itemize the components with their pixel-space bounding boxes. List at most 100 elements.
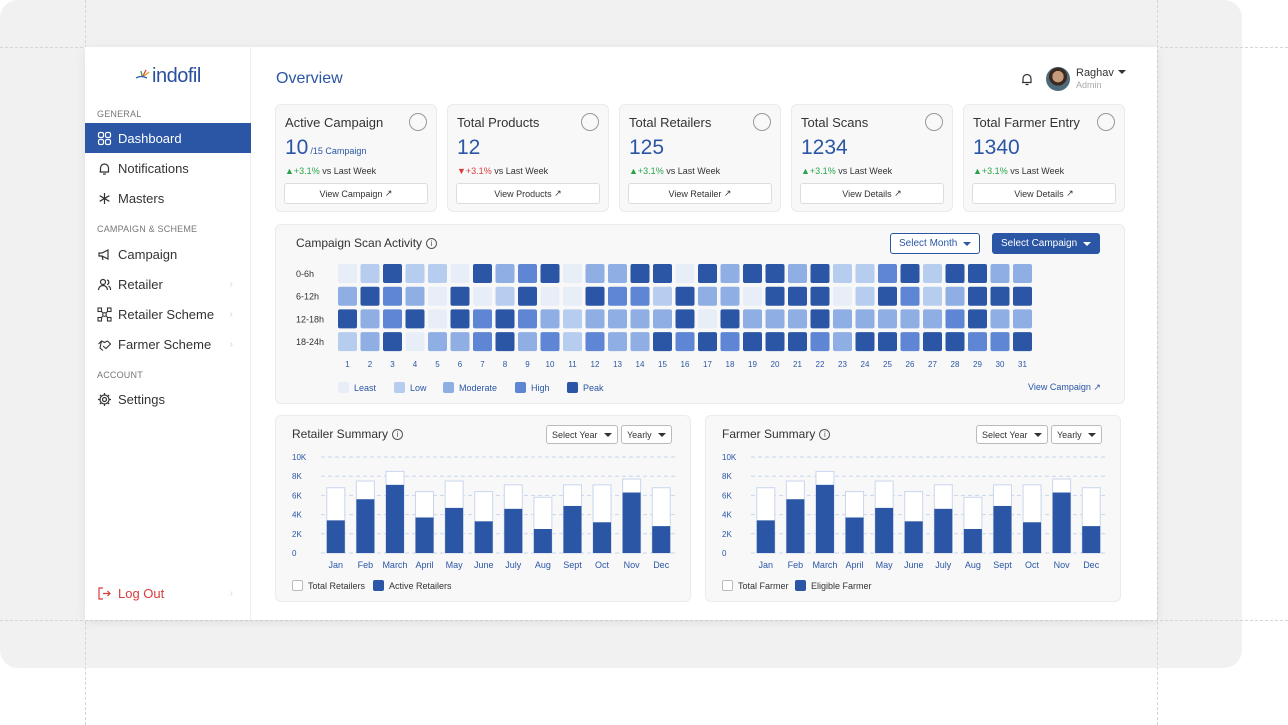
- heatmap-cell: [630, 309, 650, 329]
- x-tick-label: April: [846, 560, 864, 570]
- info-icon[interactable]: i: [426, 238, 438, 249]
- select-campaign-dropdown[interactable]: Select Campaign: [992, 233, 1101, 254]
- delta-value: +3.1%: [465, 166, 492, 176]
- heatmap-cell: [900, 264, 920, 283]
- logout-button[interactable]: Log Out ›: [85, 578, 251, 608]
- chevron-right-icon: ›: [229, 278, 233, 290]
- trend-up-icon: ▲: [801, 166, 810, 176]
- heatmap-cell: [923, 309, 942, 329]
- heatmap-cell: [518, 264, 537, 283]
- megaphone-icon: [97, 247, 112, 262]
- period-dropdown[interactable]: Yearly: [1051, 425, 1102, 444]
- view-campaign-link[interactable]: View Campaign ↗: [1028, 382, 1101, 393]
- bar-active: [875, 507, 894, 553]
- x-tick-label: Jan: [759, 560, 774, 570]
- button-label: View Retailer: [668, 188, 722, 199]
- farmer-card-icon: [1097, 113, 1115, 131]
- heatmap-column-label: 8: [503, 360, 508, 369]
- sidebar-item-settings[interactable]: Settings: [85, 384, 251, 414]
- card-label: Active Campaign: [285, 115, 384, 130]
- x-tick-label: Dec: [1083, 560, 1100, 570]
- farmer-summary-panel: Farmer Summary i Select Year Yearly 0 2K 4K…: [705, 415, 1121, 602]
- handshake-icon: [97, 337, 112, 352]
- guide-line-bottom: [0, 620, 1288, 621]
- bar-active: [356, 499, 375, 553]
- heatmap-cell: [495, 332, 515, 352]
- heatmap-cell: [518, 332, 537, 352]
- heatmap-row-label: 12-18h: [296, 314, 324, 324]
- heatmap-column-label: 2: [368, 360, 373, 369]
- heatmap-cell: [945, 309, 965, 329]
- heatmap-column-label: 4: [413, 360, 418, 369]
- heatmap-column-label: 29: [973, 360, 982, 369]
- heatmap-cell: [923, 286, 942, 306]
- bar-active: [326, 520, 345, 553]
- legend-peak: Peak: [567, 382, 604, 393]
- heatmap-column-label: 9: [525, 360, 530, 369]
- bar-active: [563, 505, 582, 553]
- logout-icon: [97, 586, 112, 601]
- heatmap-cell: [900, 309, 920, 329]
- user-menu[interactable]: Raghav: [1076, 67, 1126, 79]
- bar-active: [622, 492, 641, 553]
- dropdown-label: Select Campaign: [1001, 238, 1078, 249]
- sidebar-item-notifications[interactable]: Notifications: [85, 153, 251, 183]
- heatmap-cell: [1013, 264, 1032, 283]
- heatmap-cell: [428, 332, 447, 352]
- heatmap-cell: [405, 332, 425, 352]
- heatmap-cell: [765, 264, 785, 283]
- info-icon[interactable]: i: [392, 429, 404, 440]
- sidebar-item-retailer[interactable]: Retailer ›: [85, 269, 251, 299]
- heatmap-cell: [878, 286, 897, 306]
- info-icon[interactable]: i: [819, 429, 831, 440]
- x-tick-label: Aug: [965, 560, 981, 570]
- sidebar-item-farmer-scheme[interactable]: Farmer Scheme ›: [85, 329, 251, 359]
- notification-bell-icon[interactable]: [1019, 71, 1035, 87]
- heatmap-cell: [563, 264, 582, 283]
- delta-value: +3.1%: [637, 166, 664, 176]
- retailer-summary-title: Retailer Summary i: [292, 427, 404, 441]
- sidebar: indofil GENERAL Dashboard Notifications …: [85, 47, 251, 620]
- retailer-bar-chart: 0 2K 4K 6K 8K 10K Jan Feb March April May June July A…: [292, 453, 676, 570]
- card-delta: ▼+3.1% vs Last Week: [457, 166, 548, 176]
- delta-value: +3.1%: [981, 166, 1008, 176]
- legend-swatch: [567, 382, 578, 393]
- legend-label: Eligible Farmer: [811, 580, 872, 591]
- sidebar-item-retailer-scheme[interactable]: Retailer Scheme ›: [85, 299, 251, 329]
- arrow-up-right-icon: ↗: [384, 188, 393, 198]
- logout-label: Log Out: [118, 585, 165, 601]
- heatmap-cell: [518, 309, 537, 329]
- heatmap-cell: [360, 264, 380, 283]
- bar-active: [533, 529, 552, 553]
- heatmap-cell: [585, 286, 605, 306]
- heatmap-cell: [675, 286, 695, 306]
- farmer-summary-title: Farmer Summary i: [722, 427, 831, 441]
- view-campaign-button[interactable]: View Campaign ↗: [284, 183, 428, 204]
- heatmap-cell: [630, 286, 650, 306]
- select-month-dropdown[interactable]: Select Month: [890, 233, 981, 254]
- heatmap-cell: [675, 309, 695, 329]
- period-dropdown[interactable]: Yearly: [621, 425, 672, 444]
- sidebar-item-masters[interactable]: Masters: [85, 183, 251, 213]
- card-active-campaign: Active Campaign 10/15 Campaign ▲+3.1% vs…: [275, 104, 437, 212]
- view-details-farmer-button[interactable]: View Details ↗: [972, 183, 1116, 204]
- heatmap-cell: [855, 264, 875, 283]
- bar-active: [904, 521, 923, 553]
- view-retailer-button[interactable]: View Retailer ↗: [628, 183, 772, 204]
- view-products-button[interactable]: View Products ↗: [456, 183, 600, 204]
- view-details-scans-button[interactable]: View Details ↗: [800, 183, 944, 204]
- heatmap-cell: [360, 286, 380, 306]
- brand-logo[interactable]: indofil: [135, 65, 201, 88]
- card-label: Total Farmer Entry: [973, 115, 1080, 130]
- select-year-dropdown[interactable]: Select Year: [976, 425, 1048, 444]
- sidebar-item-dashboard[interactable]: Dashboard: [85, 123, 251, 153]
- heatmap-column-label: 30: [996, 360, 1005, 369]
- button-label: View Campaign: [319, 188, 383, 199]
- sidebar-item-campaign[interactable]: Campaign: [85, 239, 251, 269]
- legend-moderate: Moderate: [443, 382, 497, 393]
- avatar[interactable]: [1046, 67, 1070, 91]
- scan-card-icon: [925, 113, 943, 131]
- select-year-dropdown[interactable]: Select Year: [546, 425, 618, 444]
- heatmap-cell: [608, 309, 627, 329]
